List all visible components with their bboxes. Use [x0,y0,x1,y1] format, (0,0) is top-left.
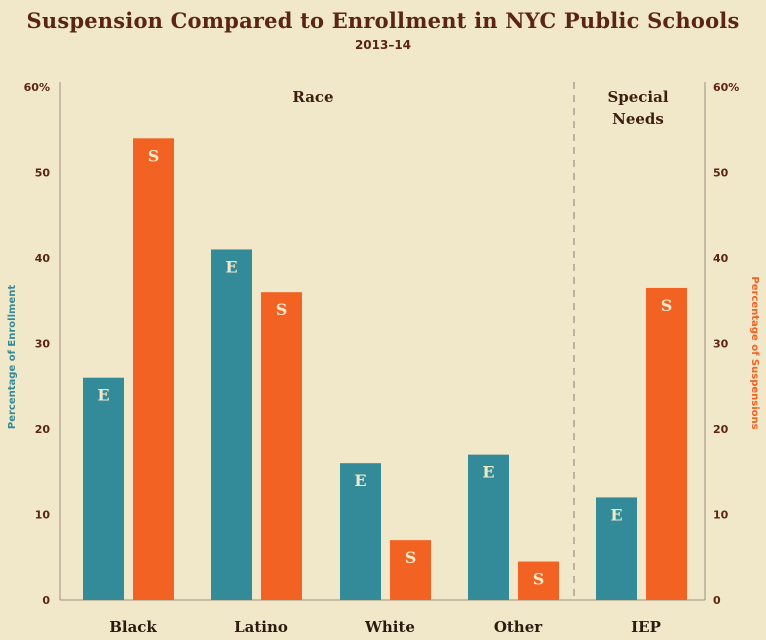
bar-iep-suspension [646,287,687,600]
x-tick-label: Latino [234,618,288,636]
x-tick-label: IEP [631,618,661,636]
y-tick-right: 10 [713,509,729,522]
y-axis-label-right: Percentage of Suspensions [749,276,760,429]
bar-letter: E [610,505,622,524]
chart-subtitle: 2013–14 [354,38,412,52]
bar-letter: E [482,463,494,482]
bar-letter: S [405,548,417,567]
bar-white-enrollment [340,463,381,600]
bar-letter: S [661,296,673,315]
bar-letter: E [97,386,109,405]
group-label-special-needs: Special [607,88,668,106]
y-tick-left: 60% [24,81,50,94]
y-axis-label-left: Percentage of Enrollment [7,285,18,429]
y-tick-right: 20 [713,423,729,436]
bar-letter: E [354,471,366,490]
y-tick-left: 20 [35,423,51,436]
x-tick-label: Black [109,618,157,636]
bar-other-suspension [518,561,559,600]
y-tick-right: 30 [713,338,729,351]
x-tick-label: White [364,618,415,636]
y-tick-right: 40 [713,252,729,265]
x-tick-label: Other [494,618,543,636]
bar-other-enrollment [468,454,509,600]
bar-letter: S [276,300,288,319]
y-tick-left: 40 [35,252,51,265]
bar-latino-suspension [261,292,302,600]
y-tick-left: 0 [42,594,50,607]
y-tick-left: 50 [35,167,51,180]
y-tick-left: 30 [35,338,51,351]
bar-letter: S [148,146,160,165]
bar-letter: E [225,257,237,276]
y-tick-right: 60% [713,81,739,94]
group-label-race: Race [292,88,333,106]
bar-white-suspension [390,540,431,600]
y-tick-right: 50 [713,167,729,180]
bar-black-enrollment [83,377,124,600]
chart-title: Suspension Compared to Enrollment in NYC… [26,8,740,33]
bar-latino-enrollment [211,249,252,600]
bar-iep-enrollment [596,497,637,600]
group-label-special-needs: Needs [612,110,664,128]
bar-letter: S [533,570,545,589]
y-tick-right: 0 [713,594,721,607]
y-tick-left: 10 [35,509,51,522]
bar-black-suspension [133,138,174,601]
